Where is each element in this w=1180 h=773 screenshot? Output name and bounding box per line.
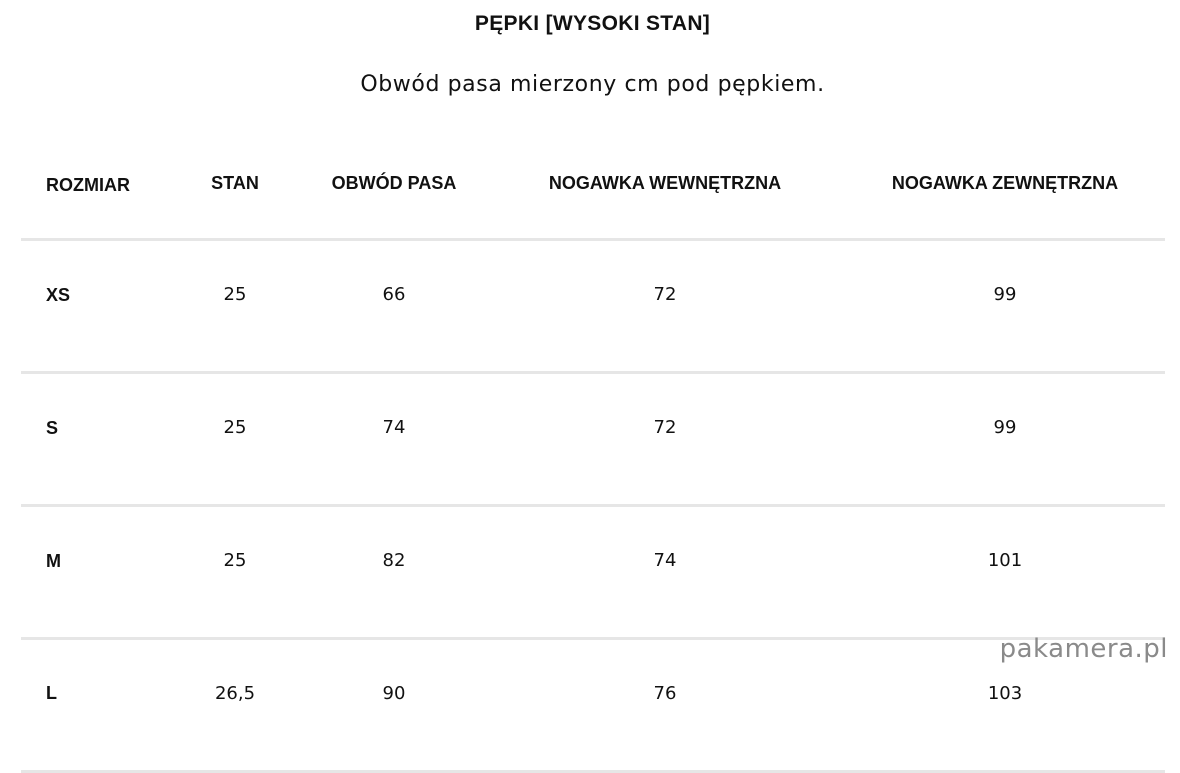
column-header-inseam: NOGAWKA WEWNĘTRZNA <box>485 128 845 241</box>
table-row: L 26,5 90 76 103 <box>21 638 1165 773</box>
column-header-waist: OBWÓD PASA <box>303 128 485 241</box>
table-row: M 25 82 74 101 <box>21 505 1165 640</box>
watermark-logo: pakamera.pl <box>999 634 1168 664</box>
cell-size: L <box>21 638 167 773</box>
cell-waist: 66 <box>303 239 485 374</box>
cell-waist: 82 <box>303 505 485 640</box>
cell-outseam: 99 <box>845 239 1165 374</box>
column-header-size: ROZMIAR <box>21 128 167 241</box>
column-header-outseam: NOGAWKA ZEWNĘTRZNA <box>845 128 1165 241</box>
cell-outseam: 101 <box>845 505 1165 640</box>
table-row: XS 25 66 72 99 <box>21 239 1165 374</box>
cell-inseam: 72 <box>485 239 845 374</box>
column-header-rise: STAN <box>167 128 303 241</box>
cell-waist: 90 <box>303 638 485 773</box>
size-table: ROZMIAR STAN OBWÓD PASA NOGAWKA WEWNĘTRZ… <box>21 128 1165 773</box>
table-row: S 25 74 72 99 <box>21 372 1165 507</box>
cell-outseam: 99 <box>845 372 1165 507</box>
page-title: PĘPKI [WYSOKI STAN] <box>474 12 711 35</box>
cell-size: S <box>21 372 167 507</box>
cell-size: XS <box>21 239 167 374</box>
cell-rise: 25 <box>167 505 303 640</box>
table-header-row: ROZMIAR STAN OBWÓD PASA NOGAWKA WEWNĘTRZ… <box>21 128 1165 241</box>
cell-size: M <box>21 505 167 640</box>
cell-inseam: 72 <box>485 372 845 507</box>
cell-rise: 26,5 <box>167 638 303 773</box>
cell-inseam: 76 <box>485 638 845 773</box>
cell-waist: 74 <box>303 372 485 507</box>
cell-inseam: 74 <box>485 505 845 640</box>
page-subtitle: Obwód pasa mierzony cm pod pępkiem. <box>360 72 825 97</box>
cell-rise: 25 <box>167 372 303 507</box>
cell-rise: 25 <box>167 239 303 374</box>
